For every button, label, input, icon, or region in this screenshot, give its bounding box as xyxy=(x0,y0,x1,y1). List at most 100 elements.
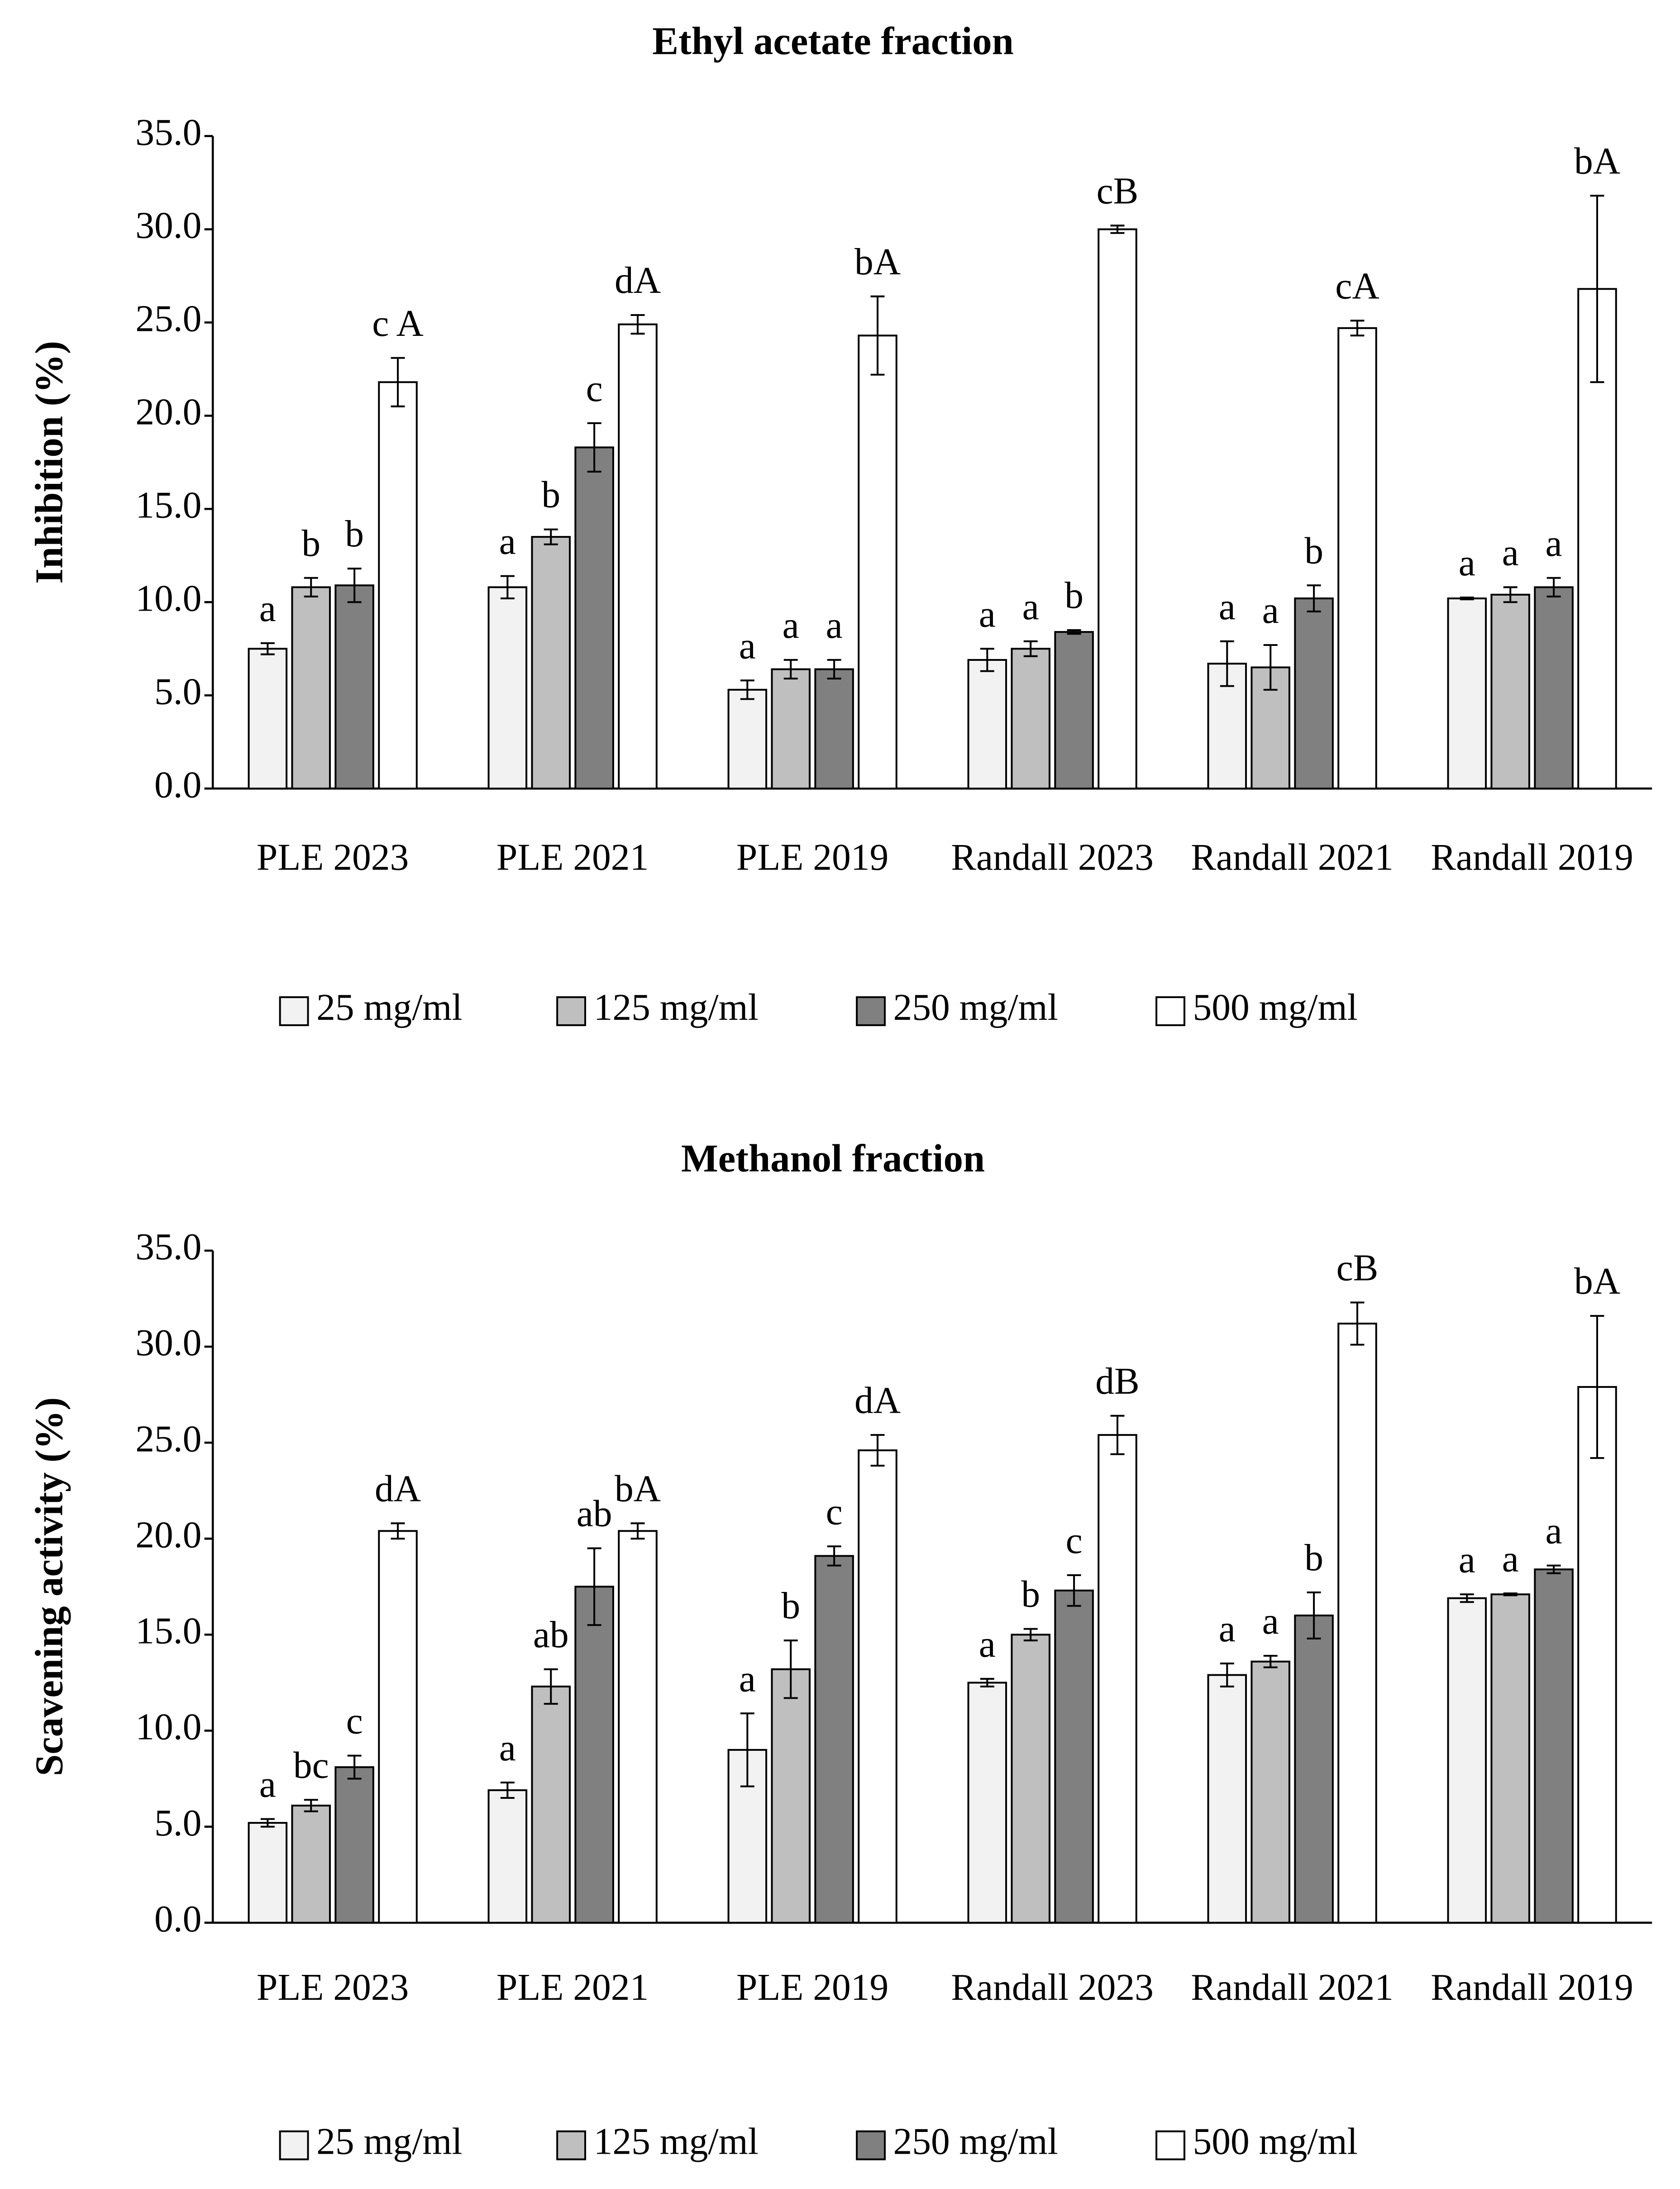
data-annotation: a xyxy=(259,1764,276,1806)
data-annotation: b xyxy=(301,523,320,564)
x-tick-label-box: Randall 2023 xyxy=(951,836,1154,878)
data-annotation: b xyxy=(1064,575,1083,617)
error-bar xyxy=(544,528,558,545)
legend-label: 500 mg/ml xyxy=(1193,987,1358,1028)
data-annotation: c xyxy=(346,1701,363,1742)
bar xyxy=(771,668,811,790)
x-tick-label: PLE 2019 xyxy=(736,836,889,879)
legend-label: 500 mg/ml xyxy=(1193,2121,1358,2163)
data-annotation: dA xyxy=(854,1380,901,1421)
legend-swatch xyxy=(1155,2130,1185,2160)
x-tick-label: Randall 2019 xyxy=(1431,836,1633,879)
y-tick-label: 35.0 xyxy=(135,1226,201,1268)
error-bar xyxy=(1023,640,1038,657)
bar xyxy=(1490,593,1530,790)
bar xyxy=(248,1822,288,1924)
bar xyxy=(1337,1323,1377,1924)
bar xyxy=(378,381,418,790)
bar xyxy=(574,1586,614,1924)
error-bar xyxy=(630,1522,645,1540)
x-tick-label: PLE 2021 xyxy=(496,836,649,879)
data-annotation: a xyxy=(1502,532,1519,574)
legend-label: 250 mg/ml xyxy=(893,987,1058,1028)
legend-label: 25 mg/ml xyxy=(316,987,462,1028)
error-bar xyxy=(587,422,601,473)
bar xyxy=(1447,597,1487,790)
error-bar xyxy=(260,642,275,655)
bar xyxy=(1534,586,1574,790)
error-bar xyxy=(347,1754,362,1780)
y-tick-label: 30.0 xyxy=(135,1322,201,1364)
error-bar xyxy=(260,1818,275,1828)
bar xyxy=(1294,597,1334,790)
bar xyxy=(291,586,331,790)
x-tick-label-box: PLE 2021 xyxy=(496,1966,649,2008)
legend-swatch xyxy=(556,2130,587,2160)
bar xyxy=(1098,1434,1137,1924)
data-annotation: ab xyxy=(533,1614,569,1656)
y-axis-label: Scavening activity (%) xyxy=(27,1397,71,1776)
bar xyxy=(248,648,288,790)
bar xyxy=(487,586,528,790)
error-bar xyxy=(1546,577,1561,597)
legend-swatch xyxy=(856,996,886,1026)
x-tick-label-box: PLE 2019 xyxy=(736,836,889,879)
bar xyxy=(858,335,897,790)
bar xyxy=(574,446,614,790)
error-bar xyxy=(1460,1593,1474,1603)
error-bar xyxy=(870,1434,885,1467)
data-annotation: bc xyxy=(293,1745,329,1786)
error-bar xyxy=(740,1712,754,1788)
error-bar xyxy=(1220,1662,1234,1687)
data-annotation: cB xyxy=(1336,1247,1379,1289)
error-bar xyxy=(1110,225,1125,234)
bar xyxy=(967,659,1007,790)
data-annotation: bA xyxy=(615,1468,661,1510)
data-annotation: dB xyxy=(1095,1361,1139,1402)
data-annotation: c xyxy=(826,1491,843,1533)
data-annotation: a xyxy=(1219,1608,1236,1650)
error-bar xyxy=(783,659,798,680)
bar xyxy=(1534,1568,1574,1924)
y-tick-label: 25.0 xyxy=(135,1418,201,1460)
legend-swatch xyxy=(556,996,587,1026)
x-tick-label: PLE 2019 xyxy=(736,1966,889,2008)
bar xyxy=(487,1789,528,1924)
data-annotation: a xyxy=(739,625,756,667)
bar xyxy=(1011,1634,1050,1924)
bar xyxy=(771,1668,811,1924)
error-bar xyxy=(1023,1628,1038,1642)
y-tick-label: 10.0 xyxy=(135,1706,201,1748)
legend-swatch xyxy=(279,996,309,1026)
data-annotation: c A xyxy=(372,303,424,344)
error-bar xyxy=(544,1668,558,1705)
bar xyxy=(727,688,768,790)
error-bar xyxy=(783,1639,798,1699)
y-tick-label: 5.0 xyxy=(154,671,201,712)
data-annotation: a xyxy=(1459,1539,1475,1581)
error-bar xyxy=(827,1545,841,1567)
bar xyxy=(531,1685,571,1924)
chart-title: Methanol fraction xyxy=(681,1137,985,1180)
x-tick-label: PLE 2021 xyxy=(496,1966,649,2008)
error-bar xyxy=(304,1799,318,1812)
error-bar xyxy=(1067,629,1081,635)
data-annotation: a xyxy=(499,521,516,563)
error-bar xyxy=(980,1678,994,1687)
error-bar xyxy=(1590,1315,1604,1459)
bar xyxy=(618,323,658,790)
error-bar xyxy=(347,568,362,603)
error-bar xyxy=(1263,1655,1278,1668)
bar xyxy=(858,1449,897,1924)
data-annotation: a xyxy=(979,1624,996,1665)
bar xyxy=(1294,1614,1334,1924)
x-tick-label-box: PLE 2023 xyxy=(257,836,409,878)
y-tick-label: 20.0 xyxy=(135,1514,201,1556)
bar xyxy=(618,1530,658,1924)
error-bar xyxy=(980,648,994,672)
error-bar xyxy=(827,659,841,680)
y-tick-label: 20.0 xyxy=(135,392,201,433)
y-tick-label: 5.0 xyxy=(154,1802,201,1844)
error-bar xyxy=(1263,644,1278,691)
